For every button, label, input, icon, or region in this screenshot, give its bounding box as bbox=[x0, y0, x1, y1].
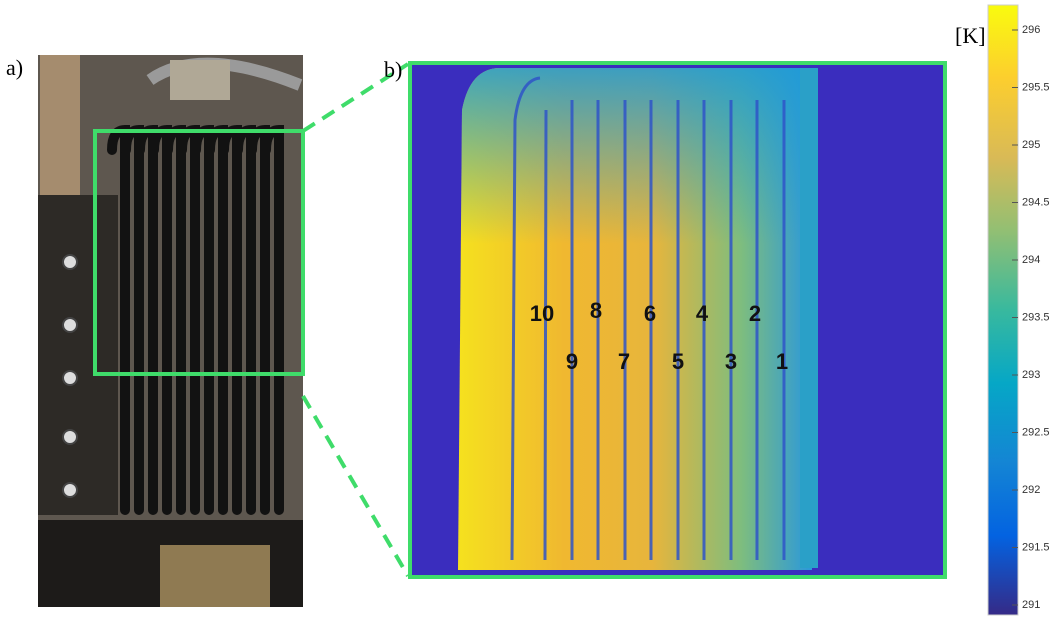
zoom-line bbox=[303, 396, 408, 576]
tube-label: 6 bbox=[644, 301, 656, 326]
colorbar-unit: [K] bbox=[955, 23, 986, 48]
tube-label: 8 bbox=[590, 298, 602, 323]
photo bbox=[38, 55, 303, 607]
panel-label: b) bbox=[384, 57, 402, 82]
tick-label: 292.5 bbox=[1022, 426, 1050, 438]
tick-label: 296 bbox=[1022, 24, 1040, 36]
thermal-image bbox=[410, 63, 945, 577]
tube-label: 3 bbox=[725, 349, 737, 374]
tick-label: 292 bbox=[1022, 484, 1040, 496]
panel-label: a) bbox=[6, 55, 23, 80]
tick-label: 291.5 bbox=[1022, 541, 1050, 553]
tick-label: 293 bbox=[1022, 369, 1040, 381]
tube-label: 1 bbox=[776, 349, 788, 374]
tick-label: 294.5 bbox=[1022, 196, 1050, 208]
tick-label: 295.5 bbox=[1022, 81, 1050, 93]
figure: a) b) [K] 10 8 6 4 2 9 7 5 3 1 291 291.5 292 292.5 293… bbox=[0, 0, 1055, 622]
colorbar bbox=[988, 5, 1018, 615]
tick-label: 291 bbox=[1022, 599, 1040, 611]
tick-label: 295 bbox=[1022, 139, 1040, 151]
tube-label: 7 bbox=[618, 349, 630, 374]
tick-label: 294 bbox=[1022, 254, 1040, 266]
tube-label: 4 bbox=[696, 301, 709, 326]
tick-label: 293.5 bbox=[1022, 311, 1050, 323]
tube-label: 2 bbox=[749, 301, 761, 326]
tube-label: 9 bbox=[566, 349, 578, 374]
tube-label: 5 bbox=[672, 349, 684, 374]
tube-label: 10 bbox=[530, 301, 554, 326]
